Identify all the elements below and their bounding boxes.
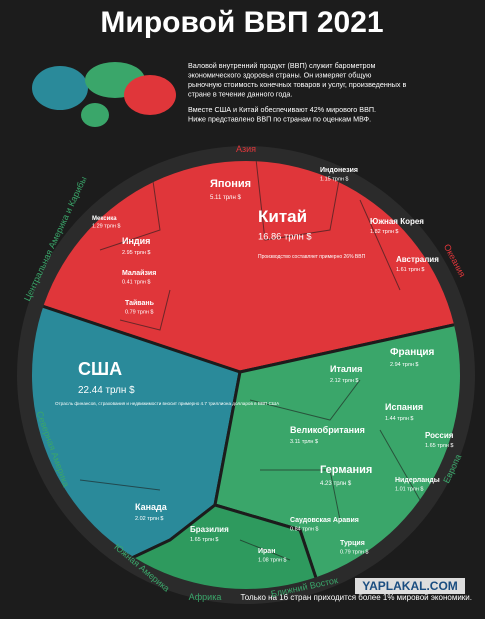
country-name: Франция xyxy=(390,347,435,358)
country-value: 2.95 трлн $ xyxy=(122,250,150,256)
country-name: Австралия xyxy=(396,255,439,264)
country-name: США xyxy=(78,359,122,379)
country-value: 0.41 трлн $ xyxy=(122,279,150,285)
footer-note: Только на 16 стран приходится более 1% м… xyxy=(241,593,473,602)
region-label: Азия xyxy=(236,144,256,154)
country-value: 1.61 трлн $ xyxy=(396,267,424,273)
country-value: 1.82 трлн $ xyxy=(370,229,398,235)
country-name: Германия xyxy=(320,464,372,476)
south-area xyxy=(32,503,333,589)
country-name: Китай xyxy=(258,207,307,226)
country-value: 2.12 трлн $ xyxy=(330,378,358,384)
watermark: YAPLAKAL.COM xyxy=(362,579,458,593)
intro-text: Вместе США и Китай обеспечивают 42% миро… xyxy=(188,105,376,114)
country-value: 0.84 трлн $ xyxy=(290,526,318,532)
region-label: Африка xyxy=(189,592,222,602)
country-name: Саудовская Аравия xyxy=(290,517,359,524)
country-name: Индонезия xyxy=(320,167,358,174)
country-name: Великобритания xyxy=(290,425,365,435)
intro-text: Ниже представлено ВВП по странам по оцен… xyxy=(188,115,371,124)
intro-text: рыночную стоимость конечных товаров и ус… xyxy=(188,80,407,89)
country-name: Испания xyxy=(385,402,423,412)
intro-text: стране в течение данного года. xyxy=(188,90,292,99)
country-name: Тайвань xyxy=(125,299,155,307)
country-value: 0.79 трлн $ xyxy=(125,309,153,315)
country-value: 1.44 трлн $ xyxy=(385,416,413,422)
usa-note: Отрасль финансов, страхования и недвижим… xyxy=(55,401,280,406)
intro-text: Валовой внутренний продукт (ВВП) служит … xyxy=(188,61,376,70)
country-value: 3.11 трлн $ xyxy=(290,439,318,445)
china-note: Производство составляет примерно 26% ВВП xyxy=(258,254,366,260)
country-value: 1.01 трлн $ xyxy=(395,486,423,492)
world-map-icon xyxy=(32,62,176,127)
country-name: Индия xyxy=(122,236,150,246)
country-value: 5.11 трлн $ xyxy=(210,195,241,201)
watermark-box xyxy=(355,578,465,594)
country-value: 1.08 трлн $ xyxy=(258,557,286,563)
intro-text: экономического здоровья страны. Он измер… xyxy=(188,71,372,80)
country-name: Нидерланды xyxy=(395,477,440,484)
country-name: Япония xyxy=(210,178,251,190)
country-name: Италия xyxy=(330,364,362,374)
country-value: 1.65 трлн $ xyxy=(425,443,453,449)
country-name: Иран xyxy=(258,548,275,555)
country-value: 1.15 трлн $ xyxy=(320,176,348,182)
country-value: 2.94 трлн $ xyxy=(390,362,418,368)
country-name: Турция xyxy=(340,540,365,547)
country-name: Канада xyxy=(135,502,168,512)
country-value: 4.23 трлн $ xyxy=(320,481,352,487)
title: Мировой ВВП 2021 xyxy=(100,6,383,39)
country-name: Бразилия xyxy=(190,525,229,534)
country-value: 1.65 трлн $ xyxy=(190,537,218,543)
country-name: Россия xyxy=(425,431,454,440)
country-value: 22.44 трлн $ xyxy=(78,385,135,396)
country-value: 1.29 трлн $ xyxy=(92,223,120,229)
country-value: 0.79 трлн $ xyxy=(340,549,368,555)
country-name: Южная Корея xyxy=(370,217,424,226)
country-name: Мексика xyxy=(92,216,117,222)
country-name: Малайзия xyxy=(122,269,156,277)
country-value: 2.02 трлн $ xyxy=(135,516,163,522)
country-value: 16.86 трлн $ xyxy=(258,231,312,241)
